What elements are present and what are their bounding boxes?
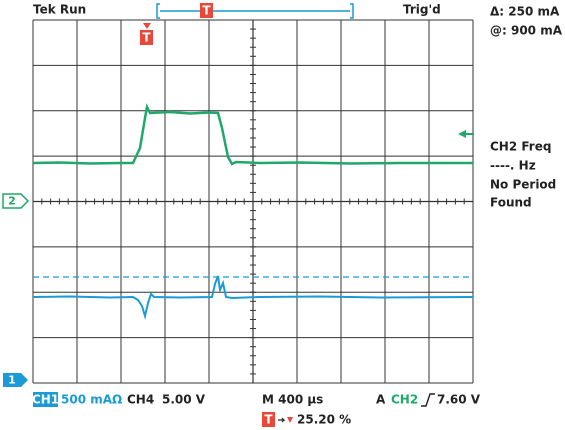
measurement-message: No Period bbox=[490, 178, 556, 192]
trigger-offset-marker: T bbox=[264, 413, 273, 427]
trigger-marker: T bbox=[202, 4, 211, 18]
trigger-offset: 25.20 % bbox=[297, 413, 351, 427]
ch1-marker-label: 1 bbox=[8, 374, 16, 387]
timebase: M 400 µs bbox=[262, 393, 323, 407]
cursor-at: @: 900 mA bbox=[490, 24, 563, 38]
cursor-delta: Δ: 250 mA bbox=[490, 5, 560, 19]
measurement-message: Found bbox=[490, 196, 532, 210]
ch4-label: CH4 bbox=[127, 393, 154, 407]
background bbox=[0, 0, 565, 430]
trigger-prefix: A bbox=[376, 393, 386, 407]
trigger-position: T bbox=[142, 31, 151, 45]
oscilloscope-screen: Tek Run T Trig'd T Δ: 250 mA @: 900 mA C… bbox=[0, 0, 565, 430]
ch1-scale: 500 mAΩ bbox=[61, 393, 122, 407]
ch4-scale: 5.00 V bbox=[162, 393, 206, 407]
ch2-marker-label: 2 bbox=[8, 195, 16, 208]
measurement-value: ----. Hz bbox=[490, 159, 536, 173]
measurement-label: CH2 Freq bbox=[490, 140, 551, 154]
trigger-level: 7.60 V bbox=[437, 393, 481, 407]
trigger-state: Trig'd bbox=[403, 3, 441, 17]
trigger-source: CH2 bbox=[391, 393, 418, 407]
run-status: Tek Run bbox=[33, 3, 86, 17]
ch1-label: CH1 bbox=[32, 393, 59, 407]
